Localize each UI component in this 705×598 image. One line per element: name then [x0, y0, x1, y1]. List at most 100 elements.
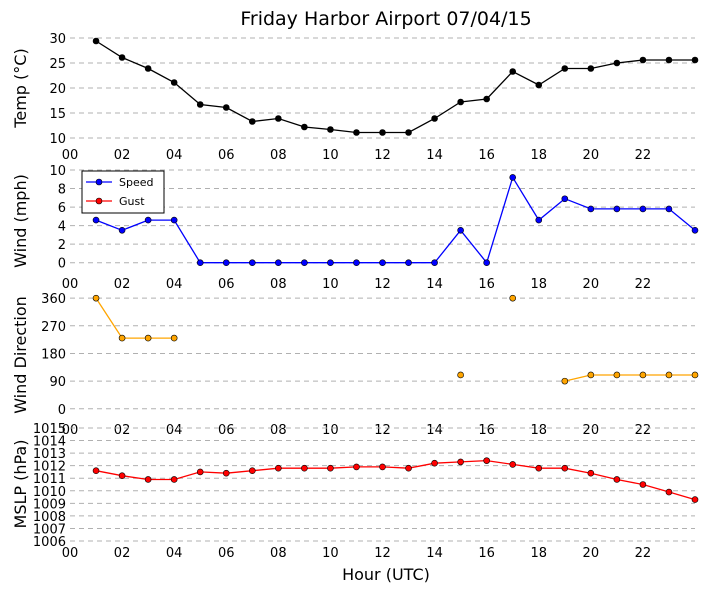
x-tick-label: 22 — [635, 423, 652, 438]
x-tick-label: 02 — [114, 148, 131, 163]
data-point-dir — [613, 371, 621, 379]
data-point-speed — [353, 259, 360, 267]
y-tick-label: 1013 — [33, 447, 66, 462]
x-tick-label: 20 — [583, 277, 600, 292]
x-tick-label: 12 — [374, 277, 391, 292]
data-point-speed — [431, 259, 438, 267]
x-tick-label: 20 — [583, 148, 600, 163]
x-tick-label: 20 — [583, 546, 600, 561]
data-point-mslp — [509, 461, 517, 468]
data-point-mslp — [92, 467, 100, 474]
data-point-dir — [587, 371, 595, 379]
data-point-mslp — [379, 463, 386, 471]
legend: Speed Gust — [81, 170, 165, 214]
y-axis-label: MSLP (hPa) — [11, 440, 30, 529]
data-point-dir — [144, 334, 152, 342]
y-tick-label: 270 — [41, 320, 66, 335]
legend-label: Speed — [119, 176, 153, 189]
data-point-mslp — [665, 488, 673, 496]
legend-label: Gust — [119, 195, 145, 208]
x-tick-label: 14 — [426, 546, 443, 561]
series-line-dir — [95, 297, 175, 339]
data-point-mslp — [457, 458, 464, 466]
legend-swatch-marker — [95, 178, 103, 186]
x-tick-label: 10 — [322, 546, 339, 561]
data-point-mslp — [431, 459, 438, 467]
data-point-dir — [639, 371, 647, 379]
x-tick-label: 10 — [322, 148, 339, 163]
y-tick-label: 1009 — [33, 497, 66, 512]
x-tick-label: 04 — [166, 277, 183, 292]
data-point-speed — [170, 216, 178, 224]
x-tick-label: 00 — [62, 148, 79, 163]
data-point-mslp — [587, 469, 595, 477]
y-tick-label: 1010 — [33, 485, 66, 500]
data-point-speed — [483, 259, 490, 267]
x-tick-label: 16 — [478, 546, 495, 561]
y-tick-label: 10 — [49, 132, 66, 147]
x-tick-label: 12 — [374, 148, 391, 163]
panel-1: 10 15 20 25 30 00 02 04 06 08 10 12 14 16 18 20 22 Temp (… — [11, 32, 699, 163]
data-point-speed — [535, 216, 543, 224]
data-point-mslp — [170, 476, 178, 483]
x-tick-label: 04 — [166, 546, 183, 561]
data-point-temp — [301, 123, 308, 131]
data-point-temp — [196, 101, 204, 108]
data-point-mslp — [405, 464, 412, 472]
x-tick-label: 08 — [270, 423, 287, 438]
x-tick-label: 06 — [218, 423, 235, 438]
data-point-speed — [222, 259, 230, 267]
data-point-temp — [405, 129, 412, 136]
data-point-mslp — [144, 476, 152, 483]
data-point-temp — [561, 65, 569, 72]
x-tick-label: 02 — [114, 546, 131, 561]
x-tick-label: 08 — [270, 148, 287, 163]
y-tick-label: 2 — [58, 238, 66, 253]
data-point-temp — [613, 59, 621, 67]
data-point-mslp — [639, 481, 647, 488]
y-tick-label: 90 — [49, 375, 66, 390]
y-tick-label: 360 — [41, 292, 66, 307]
data-point-dir — [561, 377, 569, 385]
data-point-mslp — [535, 464, 543, 472]
data-point-temp — [509, 68, 517, 75]
y-tick-label: 1015 — [33, 422, 66, 437]
y-tick-label: 30 — [49, 32, 66, 47]
series-line-speed — [95, 175, 696, 265]
x-tick-label: 14 — [426, 148, 443, 163]
y-tick-label: 10 — [49, 164, 66, 179]
x-tick-label: 02 — [114, 423, 131, 438]
data-point-speed — [613, 205, 621, 213]
data-point-mslp — [483, 457, 490, 464]
x-tick-label: 22 — [635, 277, 652, 292]
data-point-speed — [92, 216, 100, 224]
data-point-speed — [118, 226, 126, 234]
x-tick-label: 08 — [270, 546, 287, 561]
data-point-temp — [587, 65, 595, 72]
data-point-temp — [639, 56, 647, 64]
y-tick-label: 1014 — [33, 435, 66, 450]
x-tick-label: 00 — [62, 277, 79, 292]
y-tick-label: 180 — [41, 347, 66, 362]
data-point-speed — [509, 174, 517, 181]
y-tick-label: 1011 — [33, 472, 66, 487]
data-point-temp — [92, 37, 100, 45]
series-line-mslp — [95, 459, 696, 501]
data-point-dir — [665, 371, 673, 379]
y-tick-label: 4 — [58, 220, 66, 235]
data-point-temp — [222, 104, 230, 111]
data-point-speed — [665, 205, 673, 213]
data-point-mslp — [196, 468, 204, 476]
chart-title: Friday Harbor Airport 07/04/15 — [240, 8, 531, 30]
y-tick-label: 1007 — [33, 522, 66, 537]
y-tick-label: 8 — [58, 183, 66, 198]
data-point-mslp — [691, 496, 699, 503]
series-line-temp — [95, 40, 695, 134]
y-tick-label: 0 — [58, 403, 66, 418]
x-tick-label: 22 — [635, 546, 652, 561]
data-point-temp — [535, 81, 543, 89]
panel-4: 1006100710081009101010111012101310141015… — [11, 422, 699, 561]
x-tick-label: 16 — [478, 148, 495, 163]
